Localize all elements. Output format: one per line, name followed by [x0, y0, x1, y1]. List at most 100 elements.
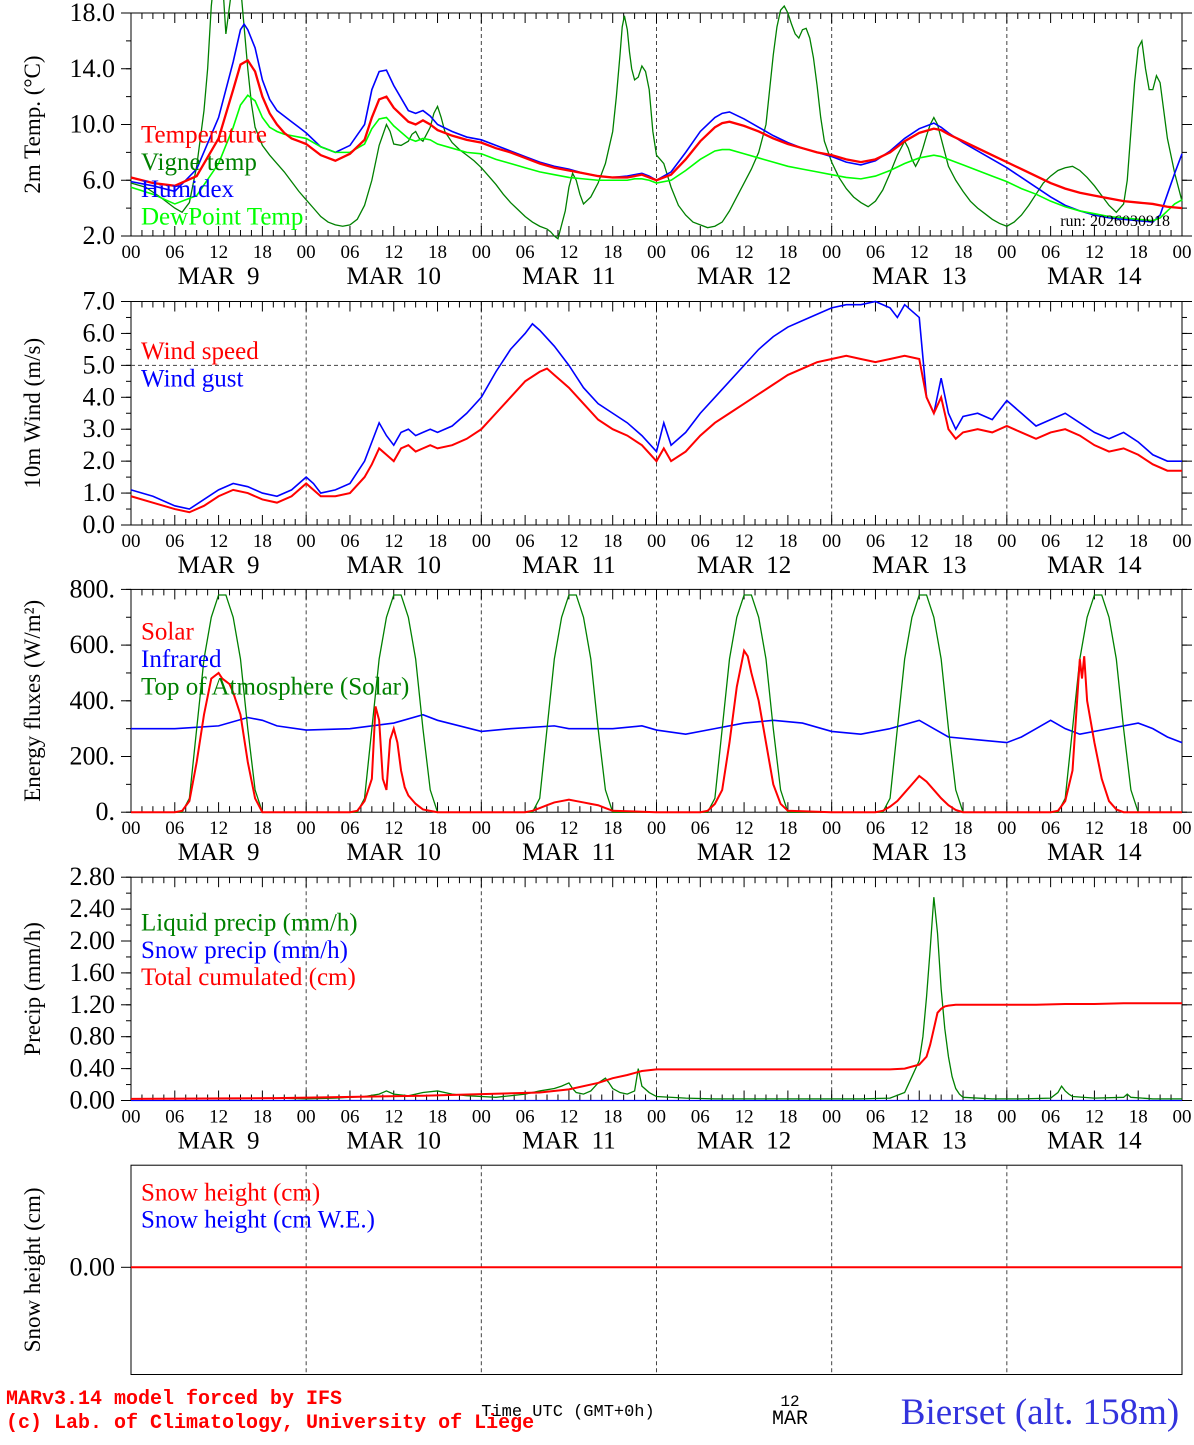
svg-text:06: 06	[165, 531, 184, 552]
svg-text:18: 18	[1129, 242, 1148, 263]
svg-text:Wind gust: Wind gust	[141, 365, 244, 392]
svg-text:18: 18	[1129, 818, 1148, 839]
svg-text:2.00: 2.00	[70, 926, 116, 955]
svg-text:MAR 11: MAR 11	[522, 1128, 616, 1155]
svg-text:00: 00	[297, 242, 316, 263]
svg-text:MAR 13: MAR 13	[872, 1128, 966, 1155]
svg-text:12: 12	[735, 1107, 754, 1128]
svg-text:4.0: 4.0	[83, 382, 116, 411]
svg-text:MAR 13: MAR 13	[872, 552, 966, 579]
svg-text:00: 00	[1173, 818, 1192, 839]
svg-text:12: 12	[1085, 242, 1104, 263]
svg-text:2.40: 2.40	[70, 894, 116, 923]
svg-text:MAR 9: MAR 9	[178, 1128, 260, 1155]
svg-text:12: 12	[735, 818, 754, 839]
svg-text:18: 18	[778, 531, 797, 552]
svg-text:MAR 10: MAR 10	[347, 839, 441, 866]
svg-text:1.20: 1.20	[70, 990, 116, 1019]
svg-text:0.0: 0.0	[83, 510, 116, 539]
svg-text:00: 00	[822, 1107, 841, 1128]
svg-text:MAR 14: MAR 14	[1047, 1128, 1142, 1155]
svg-text:MAR 12: MAR 12	[697, 552, 791, 579]
svg-text:12: 12	[384, 242, 403, 263]
svg-text:MAR 12: MAR 12	[697, 263, 791, 290]
svg-text:18: 18	[954, 1107, 973, 1128]
svg-text:1.0: 1.0	[83, 478, 116, 507]
svg-text:12: 12	[209, 531, 228, 552]
svg-text:18: 18	[428, 531, 447, 552]
svg-text:00: 00	[822, 531, 841, 552]
svg-text:MAR 13: MAR 13	[872, 839, 966, 866]
svg-text:12: 12	[384, 818, 403, 839]
svg-text:12: 12	[559, 242, 578, 263]
svg-text:06: 06	[1041, 1107, 1060, 1128]
svg-text:Time UTC (GMT+0h): Time UTC (GMT+0h)	[481, 1403, 654, 1422]
svg-text:12: 12	[559, 818, 578, 839]
svg-text:MAR 12: MAR 12	[697, 1128, 791, 1155]
svg-text:12: 12	[559, 1107, 578, 1128]
svg-text:Vigne temp: Vigne temp	[141, 149, 257, 176]
svg-text:800.: 800.	[70, 574, 116, 603]
svg-text:06: 06	[165, 1107, 184, 1128]
svg-text:MAR 11: MAR 11	[522, 839, 616, 866]
svg-text:2.80: 2.80	[70, 862, 116, 891]
svg-text:12: 12	[384, 531, 403, 552]
svg-text:00: 00	[122, 818, 141, 839]
svg-text:7.0: 7.0	[83, 287, 116, 316]
svg-text:00: 00	[647, 818, 666, 839]
svg-text:18: 18	[1129, 1107, 1148, 1128]
svg-text:Humidex: Humidex	[141, 176, 235, 203]
svg-text:00: 00	[822, 242, 841, 263]
svg-text:00: 00	[122, 242, 141, 263]
svg-text:18: 18	[428, 1107, 447, 1128]
svg-text:12: 12	[1085, 818, 1104, 839]
svg-text:00: 00	[997, 1107, 1016, 1128]
svg-text:00: 00	[997, 818, 1016, 839]
svg-text:00: 00	[122, 1107, 141, 1128]
svg-text:00: 00	[997, 531, 1016, 552]
svg-text:18: 18	[778, 242, 797, 263]
svg-text:Temperature: Temperature	[141, 122, 267, 149]
svg-text:2.0: 2.0	[83, 221, 116, 250]
svg-text:12: 12	[910, 1107, 929, 1128]
svg-text:200.: 200.	[70, 742, 116, 771]
svg-text:06: 06	[866, 818, 885, 839]
svg-text:12: 12	[209, 1107, 228, 1128]
svg-text:12: 12	[1085, 1107, 1104, 1128]
svg-text:00: 00	[647, 531, 666, 552]
svg-text:Snow height (cm W.E.): Snow height (cm W.E.)	[141, 1207, 375, 1234]
svg-text:10.0: 10.0	[70, 110, 116, 139]
svg-text:18: 18	[603, 242, 622, 263]
svg-text:18: 18	[778, 1107, 797, 1128]
svg-text:MAR 10: MAR 10	[347, 263, 441, 290]
svg-text:Snow precip (mm/h): Snow precip (mm/h)	[141, 937, 348, 964]
svg-text:00: 00	[297, 531, 316, 552]
svg-text:00: 00	[647, 1107, 666, 1128]
svg-text:0.80: 0.80	[70, 1022, 116, 1051]
svg-text:06: 06	[691, 531, 710, 552]
svg-text:00: 00	[647, 242, 666, 263]
svg-text:MAR: MAR	[772, 1408, 808, 1431]
svg-text:Snow height (cm): Snow height (cm)	[141, 1179, 320, 1206]
svg-text:06: 06	[340, 818, 359, 839]
svg-text:06: 06	[340, 242, 359, 263]
svg-text:MAR 14: MAR 14	[1047, 552, 1142, 579]
svg-text:12: 12	[559, 531, 578, 552]
svg-text:18: 18	[253, 531, 272, 552]
svg-text:06: 06	[516, 531, 535, 552]
svg-text:06: 06	[691, 1107, 710, 1128]
svg-text:00: 00	[1173, 242, 1192, 263]
svg-text:18: 18	[253, 242, 272, 263]
svg-text:18: 18	[428, 818, 447, 839]
svg-text:18: 18	[603, 1107, 622, 1128]
svg-text:00: 00	[297, 818, 316, 839]
svg-text:06: 06	[165, 242, 184, 263]
svg-text:Energy fluxes (W/m²): Energy fluxes (W/m²)	[20, 600, 45, 802]
svg-text:06: 06	[1041, 531, 1060, 552]
svg-text:06: 06	[516, 242, 535, 263]
svg-text:Solar: Solar	[141, 619, 194, 646]
svg-text:12: 12	[1085, 531, 1104, 552]
svg-text:00: 00	[122, 531, 141, 552]
svg-text:18: 18	[1129, 531, 1148, 552]
svg-text:00: 00	[1173, 531, 1192, 552]
